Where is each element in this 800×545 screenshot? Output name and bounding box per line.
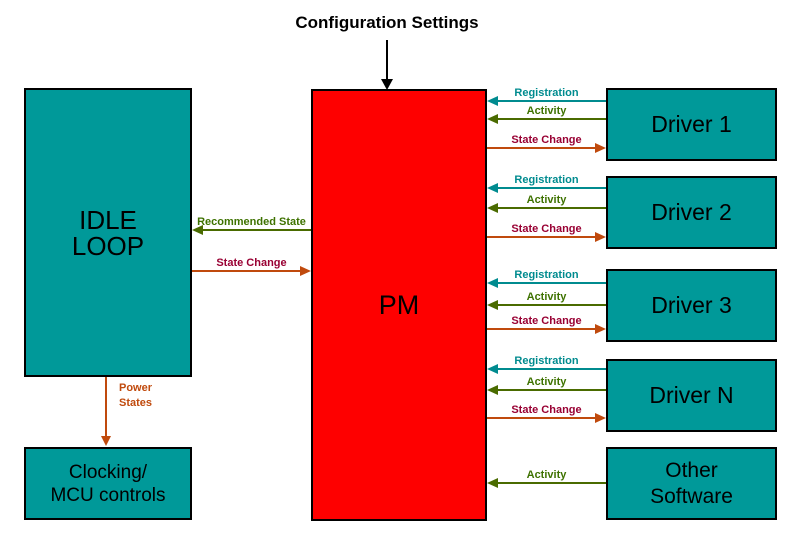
driver-1-label: Driver 1: [651, 111, 732, 137]
clocking-mcu-controls-box: Clocking/ MCU controls: [24, 447, 192, 520]
driver-2-box: Driver 2: [606, 176, 777, 249]
driver-1-registration-line: [496, 100, 606, 102]
driver-1-registration-label: Registration: [514, 87, 579, 99]
driver-3-state-change-line: [487, 328, 597, 330]
driver-3-label: Driver 3: [651, 292, 732, 318]
idle-state-change-arrow-line: [192, 270, 302, 272]
driver-1-activity-arrowhead-icon: [487, 114, 498, 124]
other-software-activity-label: Activity: [526, 469, 567, 481]
driver-2-state-change-label: State Change: [511, 223, 582, 235]
driver-1-state-change-line: [487, 147, 597, 149]
recommended-state-arrowhead-icon: [192, 225, 203, 235]
clocking-label-line1: Clocking/: [68, 461, 148, 483]
clocking-label-line2: MCU controls: [50, 484, 166, 506]
driver-3-box: Driver 3: [606, 269, 777, 342]
recommended-state-arrow-line: [201, 229, 311, 231]
driver-2-state-change-arrowhead-icon: [595, 232, 606, 242]
idle-state-change-arrowhead-icon: [300, 266, 311, 276]
config-settings-arrowhead-icon: [381, 79, 393, 90]
driver-3-registration-line: [496, 282, 606, 284]
driver-3-activity-label: Activity: [526, 291, 567, 303]
driver-1-registration-arrowhead-icon: [487, 96, 498, 106]
driver-1-state-change-label: State Change: [511, 134, 582, 146]
driver-2-activity-label: Activity: [526, 194, 567, 206]
driver-1-activity-label: Activity: [526, 105, 567, 117]
driver-n-activity-line: [496, 389, 606, 391]
driver-2-label: Driver 2: [651, 199, 732, 225]
power-states-arrow-line: [105, 377, 107, 437]
driver-n-box: Driver N: [606, 359, 777, 432]
driver-2-activity-arrowhead-icon: [487, 203, 498, 213]
power-states-label-line1: Power: [119, 382, 153, 394]
driver-2-registration-line: [496, 187, 606, 189]
driver-n-state-change-label: State Change: [511, 404, 582, 416]
other-software-activity-arrowhead-icon: [487, 478, 498, 488]
driver-n-registration-arrowhead-icon: [487, 364, 498, 374]
driver-1-state-change-arrowhead-icon: [595, 143, 606, 153]
other-software-label-line1: Other: [665, 458, 718, 482]
driver-2-activity-line: [496, 207, 606, 209]
driver-3-registration-arrowhead-icon: [487, 278, 498, 288]
other-software-activity-line: [496, 482, 606, 484]
config-settings-arrow-line: [386, 40, 388, 80]
pm-label: PM: [378, 289, 420, 320]
driver-2-registration-label: Registration: [514, 174, 579, 186]
idle-state-change-label: State Change: [216, 257, 287, 269]
driver-3-activity-line: [496, 304, 606, 306]
power-states-arrowhead-icon: [101, 436, 111, 446]
driver-2-state-change-line: [487, 236, 597, 238]
driver-n-state-change-line: [487, 417, 597, 419]
driver-n-label: Driver N: [649, 382, 734, 408]
idle-loop-box: IDLE LOOP: [24, 88, 192, 377]
driver-n-activity-arrowhead-icon: [487, 385, 498, 395]
driver-1-activity-line: [496, 118, 606, 120]
idle-loop-label-line2: LOOP: [71, 230, 145, 261]
driver-n-registration-line: [496, 368, 606, 370]
other-software-label-line2: Software: [650, 484, 733, 508]
recommended-state-label: Recommended State: [197, 216, 306, 228]
idle-loop-label-line1: IDLE: [79, 204, 137, 235]
other-software-box: Other Software: [606, 447, 777, 520]
driver-3-activity-arrowhead-icon: [487, 300, 498, 310]
driver-3-state-change-label: State Change: [511, 315, 582, 327]
pm-box: PM: [311, 89, 487, 521]
power-states-label: Power States: [119, 381, 152, 411]
driver-n-registration-label: Registration: [514, 355, 579, 367]
driver-n-activity-label: Activity: [526, 376, 567, 388]
driver-1-box: Driver 1: [606, 88, 777, 161]
diagram-title: Configuration Settings: [295, 13, 479, 32]
power-states-label-line2: States: [119, 397, 153, 409]
driver-2-registration-arrowhead-icon: [487, 183, 498, 193]
driver-3-registration-label: Registration: [514, 269, 579, 281]
driver-n-state-change-arrowhead-icon: [595, 413, 606, 423]
driver-3-state-change-arrowhead-icon: [595, 324, 606, 334]
